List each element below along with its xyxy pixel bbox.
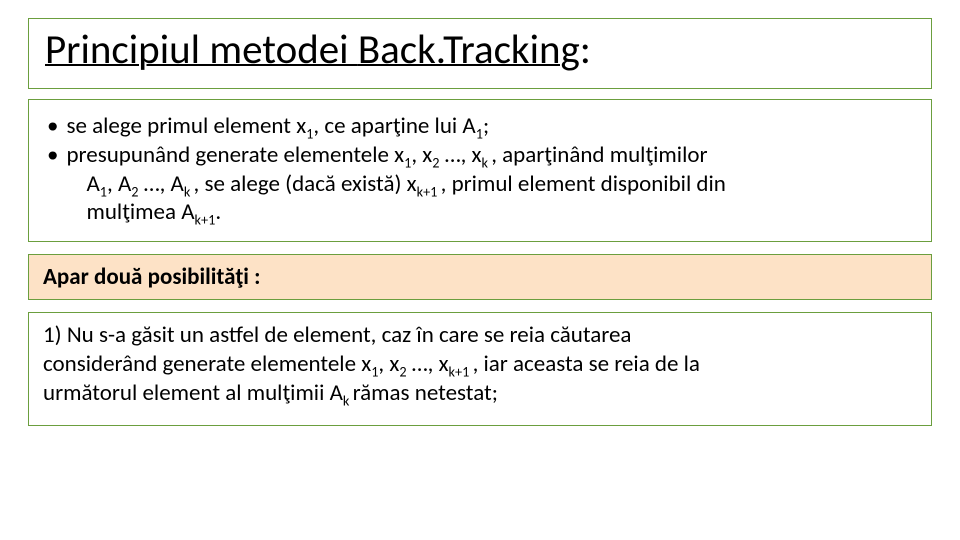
case-1-box: 1) Nu s-a găsit un astfel de element, ca… <box>28 312 932 426</box>
case1-l1: 1) Nu s-a găsit un astfel de element, ca… <box>43 321 631 349</box>
title-prefix: Principiul metodei <box>45 25 358 75</box>
case1-l2-m3: , iar aceasta se reia de la <box>473 350 700 378</box>
b2-l1-s2: 2 <box>432 153 439 171</box>
b2-l2-pre: A <box>86 170 99 198</box>
case1-l3-pre: următorul element al mulţimii A <box>43 379 343 407</box>
highlight-box: Apar două posibilităţi : <box>28 254 932 300</box>
title-underline: Principiul metodei Back.Tracking <box>45 25 580 75</box>
bullet-2: • presupunând generate elementele x1, x2… <box>47 141 913 227</box>
bullet-1-text: se alege primul element x1, ce aparţine … <box>66 112 913 141</box>
title-mid: Back.Tracking <box>358 25 580 75</box>
b2-l3-pre: mulţimea A <box>86 198 194 226</box>
title-box: Principiul metodei Back.Tracking: <box>28 18 932 89</box>
b1-end: ; <box>483 112 489 140</box>
slide: Principiul metodei Back.Tracking: • se a… <box>0 0 960 540</box>
b2-l3-s1: k+1 <box>195 211 216 229</box>
highlight-text: Apar două posibilităţi : <box>43 263 261 291</box>
b2-l2-m2: …, A <box>139 170 184 198</box>
body-box: • se alege primul element x1, ce aparţin… <box>28 99 932 242</box>
bullet-icon: • <box>47 112 58 141</box>
b2-l2-m1: , A <box>107 170 131 198</box>
b2-l1-m3: , aparţinând mulţimilor <box>491 141 707 169</box>
case1-l3-end: rămas netestat; <box>353 379 498 407</box>
b1-pre: se alege primul element x <box>66 112 306 140</box>
case1-l2-m2: …, x <box>407 350 449 378</box>
b2-l2-m4: , primul element disponibil din <box>441 170 726 198</box>
slide-title: Principiul metodei Back.Tracking: <box>45 27 915 74</box>
b2-l1-m2: …, x <box>440 141 482 169</box>
b2-l3-end: . <box>215 198 221 226</box>
bullet-1: • se alege primul element x1, ce aparţin… <box>47 112 913 141</box>
case1-l2-m1: , x <box>378 350 399 378</box>
case1-l2-pre: considerând generate elementele x <box>43 350 371 378</box>
bullet-2-indent: A1, A2 …, Ak , se alege (dacă există) xk… <box>66 170 913 228</box>
b2-l1-m1: , x <box>411 141 432 169</box>
case1-l3-s1: k <box>343 391 353 409</box>
b1-mid1: , ce aparţine lui A <box>313 112 475 140</box>
b2-l2-s4: k+1 <box>417 182 441 200</box>
b2-l2-m3: , se alege (dacă există) x <box>194 170 417 198</box>
bullet-icon: • <box>47 141 58 170</box>
title-suffix: : <box>580 25 591 75</box>
bullet-2-text: presupunând generate elementele x1, x2 …… <box>66 141 913 227</box>
b2-l1-pre: presupunând generate elementele x <box>66 141 404 169</box>
